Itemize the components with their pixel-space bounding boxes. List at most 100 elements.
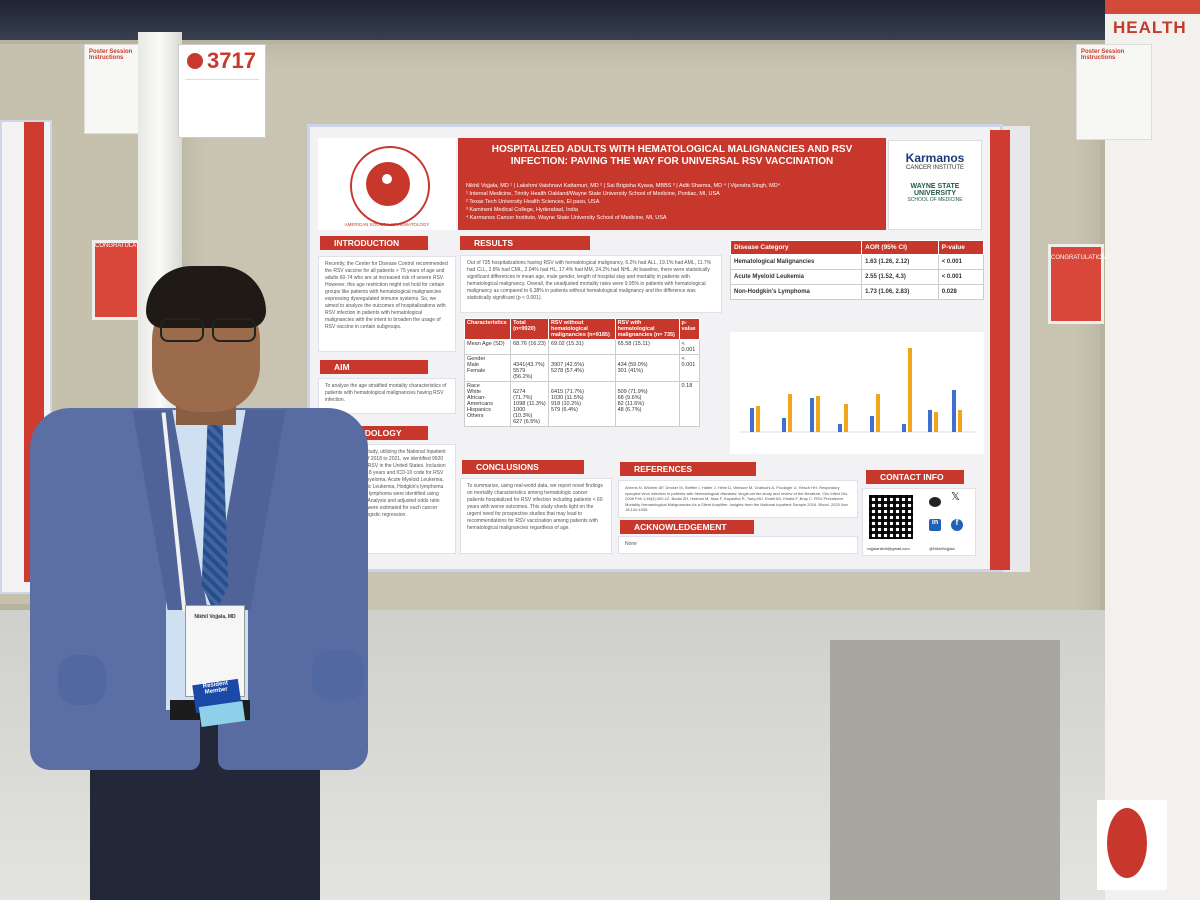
acknowledgement-header: ACKNOWLEDGEMENT bbox=[620, 520, 754, 534]
facebook-icon[interactable]: f bbox=[951, 519, 963, 531]
right-panel: HEALTH bbox=[1097, 0, 1200, 900]
aor-table-header-cell: P-value bbox=[937, 240, 985, 255]
chart-bar bbox=[816, 396, 820, 432]
aor-table-header: Disease Category AOR (95% CI) P-value bbox=[729, 240, 985, 255]
presenter-pocket-left bbox=[58, 655, 106, 705]
chart-bar bbox=[902, 424, 906, 432]
ash-mini-logo-icon bbox=[187, 53, 203, 69]
aor-table-cell: 1.73 (1.06, 2.83) bbox=[861, 284, 939, 300]
aor-table-cell: Non-Hodgkin's Lymphoma bbox=[729, 284, 863, 300]
right-ash-logo-icon bbox=[1107, 808, 1147, 878]
characteristics-table-cell: 65.58 (15.11) bbox=[614, 339, 680, 355]
chart-bar bbox=[870, 416, 874, 432]
hall-ceiling bbox=[0, 0, 1200, 44]
characteristics-table-cell: Race White African-Americans Hispanics Other… bbox=[463, 381, 512, 427]
email-icon[interactable] bbox=[929, 497, 941, 507]
conclusions-text: To summarize, using real-world data, we … bbox=[460, 478, 612, 554]
ash-logo-icon bbox=[350, 146, 430, 226]
introduction-header: INTRODUCTION bbox=[320, 236, 428, 250]
aor-table-cell: 1.63 (1.26, 2.12) bbox=[861, 254, 939, 270]
characteristics-table-cell: < 0.001 bbox=[678, 354, 701, 382]
presenter-hair bbox=[146, 266, 266, 328]
karmanos-name: Karmanos bbox=[905, 151, 965, 165]
karmanos-sub: CANCER INSTITUTE bbox=[905, 165, 964, 171]
aim-text: To analyze the age stratified mortality … bbox=[318, 378, 456, 414]
right-promo-heading: CONGRATULATIONS bbox=[1051, 255, 1111, 261]
aor-table-cell: < 0.001 bbox=[937, 269, 985, 285]
introduction-text: Recently, the Center for Disease Control… bbox=[318, 256, 456, 352]
characteristics-table-cell: Gender Male Female bbox=[463, 354, 512, 382]
conclusions-header: CONCLUSIONS bbox=[462, 460, 584, 474]
characteristics-table-header-cell: RSV with hematological malignancies (n= … bbox=[614, 318, 680, 340]
presenter-badge: Nikhil Vojjala, MD Resident Member bbox=[185, 605, 246, 727]
booth-number-card: 3717 bbox=[178, 44, 266, 138]
chart-bar bbox=[958, 410, 962, 432]
characteristics-table-cell: 0.18 bbox=[678, 381, 701, 427]
aim-header: AIM bbox=[320, 360, 428, 374]
x-icon[interactable]: 𝕏 bbox=[951, 491, 960, 503]
linkedin-icon[interactable]: in bbox=[929, 519, 941, 531]
results-bar-chart bbox=[730, 332, 984, 454]
chart-bar bbox=[782, 418, 786, 432]
poster-authors-block: Nikhil Vojjala, MD ¹ | Lakshmi Vaishnavi… bbox=[466, 182, 878, 222]
characteristics-table-header: Characteristics Total (n=9920) RSV without… bbox=[463, 318, 701, 340]
characteristics-table-body: Mean Age (SD) 68.76 (16.23) 69.02 (15.31) 6… bbox=[463, 339, 701, 427]
affiliation-3: ³ Kamineni Medical College, Hyderabad, I… bbox=[466, 207, 578, 213]
characteristics-table-cell: 68.76 (16.23) bbox=[510, 339, 549, 355]
booth-number: 3717 bbox=[207, 48, 256, 73]
presenter-glasses bbox=[160, 318, 256, 342]
right-instructions-title: Poster Session Instructions bbox=[1081, 49, 1125, 61]
characteristics-table-header-cell: Characteristics bbox=[463, 318, 512, 340]
right-panel-ribbon bbox=[1105, 0, 1200, 14]
characteristics-table-cell: 509 (71.9%) 68 (9.6%) 82 (11.6%) 48 (6.7%) bbox=[614, 381, 680, 427]
karmanos-logo: Karmanos CANCER INSTITUTE WAYNE STATE UN… bbox=[888, 140, 982, 230]
aor-table-row: Hematological Malignancies 1.63 (1.26, 2.… bbox=[729, 254, 985, 270]
aor-table-cell: Acute Myeloid Leukemia bbox=[729, 269, 863, 285]
characteristics-table-cell: 69.02 (15.31) bbox=[547, 339, 616, 355]
affiliation-2: ² Texas Tech University Health Sciences,… bbox=[466, 199, 600, 205]
booth-card-text bbox=[185, 79, 259, 130]
characteristics-table-cell: < 0.001 bbox=[678, 339, 701, 355]
left-promo-card: CONGRATULATIONS bbox=[92, 240, 154, 320]
contact-email[interactable]: vojjalanikhil@gmail.com bbox=[867, 546, 910, 551]
bar-chart-svg bbox=[740, 348, 976, 433]
references-text: Ahrens N, Widmer AF, Decker M, Steffen I… bbox=[618, 480, 858, 518]
characteristics-table: Characteristics Total (n=9920) RSV without… bbox=[463, 318, 701, 427]
chart-bar bbox=[810, 398, 814, 432]
affiliation-4: ⁴ Karmanos Cancer Institute, Wayne State… bbox=[466, 215, 667, 221]
aor-table-wrap: Disease Category AOR (95% CI) P-value Hema… bbox=[729, 240, 985, 300]
characteristics-table-cell: 4341(43.7%) 5579 (56.2%) bbox=[510, 354, 549, 382]
poster-side-strip bbox=[990, 130, 1010, 570]
right-promo-card: CONGRATULATIONS bbox=[1048, 244, 1111, 324]
references-header: REFERENCES bbox=[620, 462, 756, 476]
characteristics-table-header-cell: Total (n=9920) bbox=[510, 318, 549, 340]
characteristics-table-row: Mean Age (SD) 68.76 (16.23) 69.02 (15.31) 6… bbox=[463, 339, 701, 355]
aor-table-header-cell: AOR (95% CI) bbox=[861, 240, 939, 255]
aor-table-cell: 0.028 bbox=[937, 284, 985, 300]
aor-table-cell: Hematological Malignancies bbox=[729, 254, 863, 270]
contact-panel: 𝕏 in f vojjalanikhil@gmail.com @NikhilVo… bbox=[862, 488, 976, 556]
contact-handle[interactable]: @NikhilVojjala bbox=[929, 546, 955, 551]
chart-bar bbox=[756, 406, 760, 432]
poster-title-box: HOSPITALIZED ADULTS WITH HEMATOLOGICAL M… bbox=[458, 138, 886, 230]
characteristics-table-cell: 6415 (71.7%) 1030 (11.5%) 918 (10.2%) 579 (… bbox=[547, 381, 616, 427]
results-header: RESULTS bbox=[460, 236, 590, 250]
chart-bar bbox=[844, 404, 848, 432]
characteristics-table-row: Gender Male Female 4341(43.7%) 5579 (56.2%) 3… bbox=[463, 354, 701, 382]
contact-qr-code[interactable] bbox=[869, 495, 913, 539]
characteristics-table-cell: Mean Age (SD) bbox=[463, 339, 512, 355]
poster-authors: Nikhil Vojjala, MD ¹ | Lakshmi Vaishnavi… bbox=[466, 183, 781, 189]
chart-bar bbox=[876, 394, 880, 432]
chart-bar bbox=[750, 408, 754, 432]
aor-table-row: Acute Myeloid Leukemia 2.55 (1.52, 4.3) < … bbox=[729, 269, 985, 285]
characteristics-table-cell: 3907 (42.5%) 5278 (57.4%) bbox=[547, 354, 616, 382]
aor-table-header-cell: Disease Category bbox=[729, 240, 863, 255]
aor-table: Disease Category AOR (95% CI) P-value Hema… bbox=[729, 240, 985, 300]
right-instructions-card: Poster Session Instructions bbox=[1076, 44, 1152, 140]
affiliation-1: ¹ Internal Medicine, Trinity Health Oakl… bbox=[466, 191, 720, 197]
characteristics-table-wrap: Characteristics Total (n=9920) RSV without… bbox=[463, 318, 701, 427]
characteristics-table-cell: 434 (59.0%) 301 (41%) bbox=[614, 354, 680, 382]
characteristics-table-header-cell: RSV without hematological malignancies (… bbox=[547, 318, 616, 340]
acknowledgement-text: None bbox=[618, 536, 858, 554]
chart-bar bbox=[934, 412, 938, 432]
